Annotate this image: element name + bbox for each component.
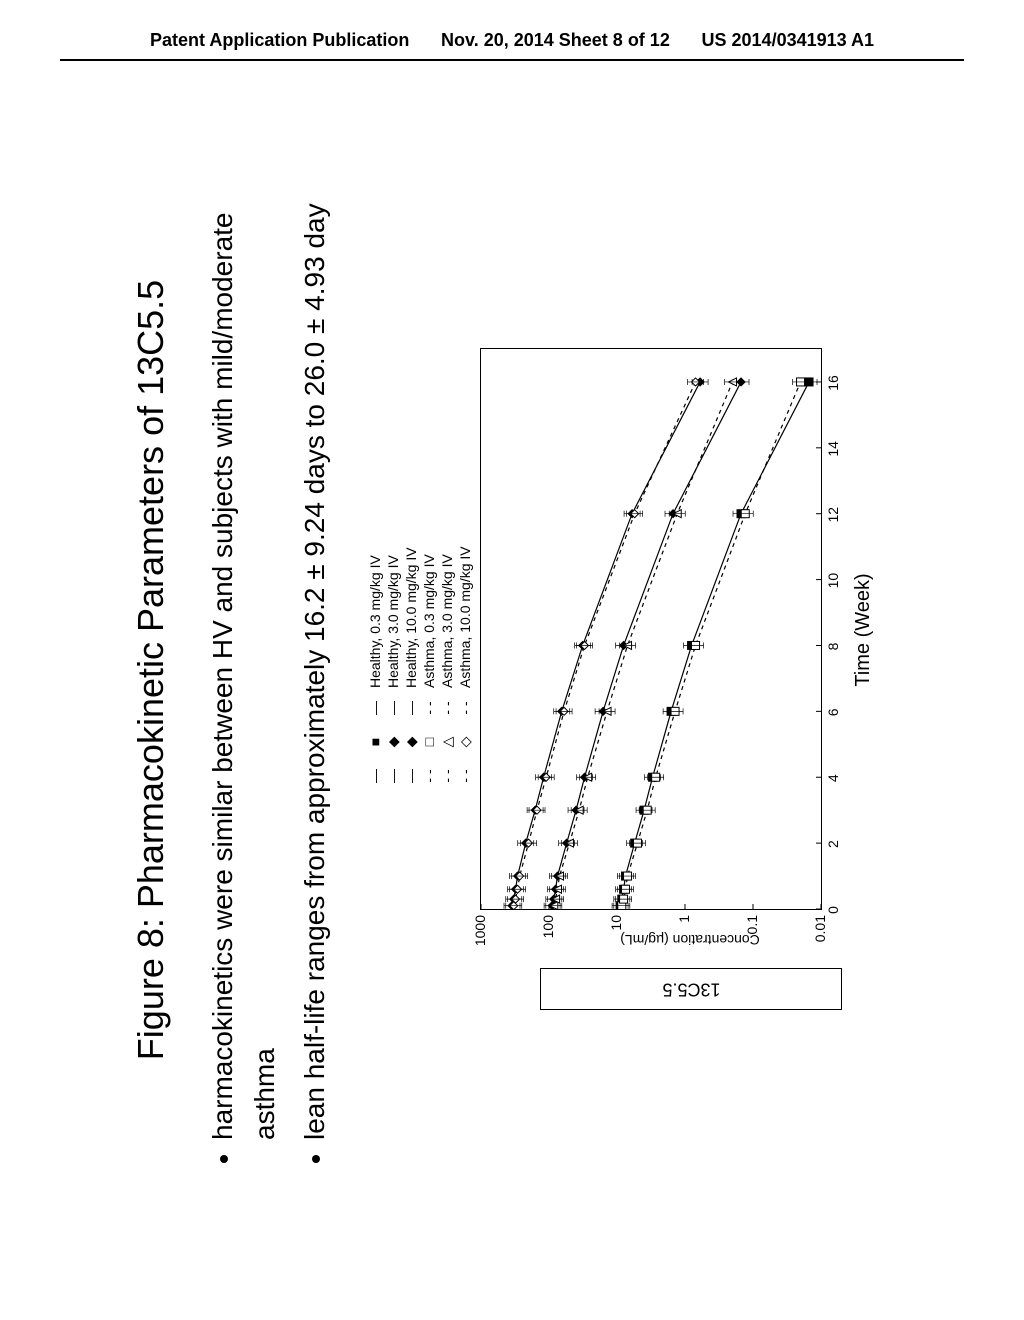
legend-line-icon: - - bbox=[439, 694, 455, 722]
x-tick-label: 14 bbox=[825, 441, 841, 457]
bullet-1: harmacokinetics were similar between HV … bbox=[202, 120, 286, 1140]
x-tick-label: 4 bbox=[825, 774, 841, 782]
plot-area bbox=[480, 348, 822, 910]
y-tick-label: 0.01 bbox=[812, 915, 828, 950]
legend-item: — ◆ — Healthy, 10.0 mg/kg IV bbox=[402, 320, 420, 790]
plot-svg bbox=[481, 349, 821, 909]
rotated-figure: Figure 8: Pharmacokinetic Parameters of … bbox=[100, 120, 920, 1220]
legend-line-icon: - - bbox=[421, 762, 437, 790]
y-tick-label: 1000 bbox=[472, 915, 488, 950]
legend-label: Asthma, 10.0 mg/kg IV bbox=[457, 546, 473, 688]
legend-line-icon: - - bbox=[439, 762, 455, 790]
x-tick-label: 6 bbox=[825, 708, 841, 716]
chart-container: —■—Healthy, 0.3 mg/kg IV—◆—Healthy, 3.0 … bbox=[366, 320, 860, 1020]
page-header: Patent Application Publication Nov. 20, … bbox=[60, 0, 964, 61]
legend-marker-icon: △ bbox=[439, 728, 456, 756]
legend-line-icon: — bbox=[403, 694, 419, 722]
y-tick-label: 1 bbox=[676, 915, 692, 950]
ylabel-box: 13C5.5 bbox=[540, 968, 842, 1010]
legend-item: - - ◇ - - Asthma, 10.0 mg/kg IV bbox=[456, 320, 474, 790]
legend-line-icon: — bbox=[403, 762, 419, 790]
figure-title: Figure 8: Pharmacokinetic Parameters of … bbox=[130, 120, 172, 1220]
y-tick-label: 10 bbox=[608, 915, 624, 950]
xlabel: Time (Week) bbox=[852, 350, 875, 910]
legend-line-icon: — bbox=[385, 762, 401, 790]
legend-label: Asthma, 3.0 mg/kg IV bbox=[439, 554, 455, 688]
y-tick-label: 100 bbox=[540, 915, 556, 950]
legend-marker-icon: ■ bbox=[367, 728, 383, 756]
bullet-2: lean half-life ranges from approximately… bbox=[294, 120, 336, 1140]
figure-area: Figure 8: Pharmacokinetic Parameters of … bbox=[100, 120, 920, 1220]
legend-marker-icon: ◆ bbox=[403, 728, 420, 756]
legend-item: — ■ — Healthy, 0.3 mg/kg IV bbox=[366, 320, 384, 790]
figure-bullets: harmacokinetics were similar between HV … bbox=[202, 120, 336, 1180]
legend-item: - - □ - - Asthma, 0.3 mg/kg IV bbox=[420, 320, 438, 790]
x-tick-label: 16 bbox=[825, 375, 841, 391]
legend-item: - - △ - - Asthma, 3.0 mg/kg IV bbox=[438, 320, 456, 790]
legend-marker-icon: ◆ bbox=[385, 728, 402, 756]
legend-line-icon: — bbox=[367, 694, 383, 722]
chart-holder: 13C5.5 Concentration (µg/mL) 10001001010… bbox=[480, 320, 860, 1020]
ylabel-13c: 13C5.5 bbox=[662, 979, 720, 999]
legend-label: Healthy, 3.0 mg/kg IV bbox=[385, 555, 401, 688]
y-tick-label: 0.1 bbox=[744, 915, 760, 950]
legend-label: Healthy, 10.0 mg/kg IV bbox=[403, 547, 419, 688]
legend-marker-icon: □ bbox=[421, 728, 437, 756]
header-mid: Nov. 20, 2014 Sheet 8 of 12 bbox=[441, 30, 670, 51]
legend-label: Healthy, 0.3 mg/kg IV bbox=[367, 555, 383, 688]
legend-line-icon: — bbox=[385, 694, 401, 722]
legend-line-icon: - - bbox=[457, 694, 473, 722]
x-tick-label: 8 bbox=[825, 643, 841, 651]
legend-marker-icon: ◇ bbox=[457, 728, 474, 756]
header-left: Patent Application Publication bbox=[150, 30, 409, 51]
legend-line-icon: - - bbox=[421, 694, 437, 722]
legend-line-icon: - - bbox=[457, 762, 473, 790]
legend-item: — ◆ — Healthy, 3.0 mg/kg IV bbox=[384, 320, 402, 790]
x-tick-label: 0 bbox=[825, 906, 841, 914]
legend-line-icon: — bbox=[367, 762, 383, 790]
x-tick-label: 2 bbox=[825, 840, 841, 848]
ylabel-box-text: 13C5.5 bbox=[662, 978, 720, 999]
chart-legend: —■—Healthy, 0.3 mg/kg IV—◆—Healthy, 3.0 … bbox=[366, 320, 474, 790]
legend-label: Asthma, 0.3 mg/kg IV bbox=[421, 554, 437, 688]
header-right: US 2014/0341913 A1 bbox=[702, 30, 874, 51]
x-tick-label: 10 bbox=[825, 573, 841, 589]
x-tick-label: 12 bbox=[825, 507, 841, 523]
